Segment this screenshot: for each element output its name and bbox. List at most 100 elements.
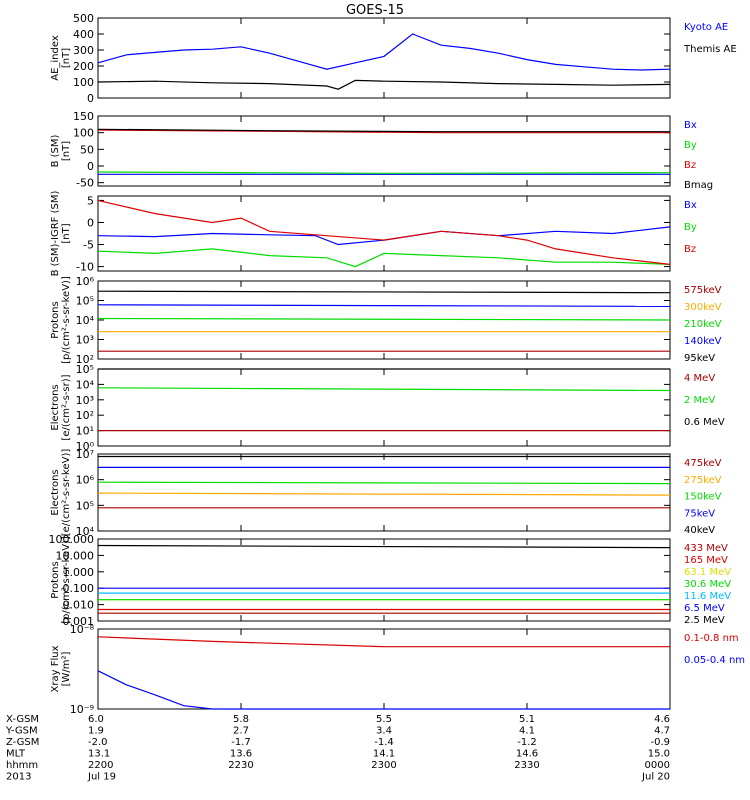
y-tick-label: 0.100: [63, 582, 95, 595]
orbit-cell: -1.7: [231, 737, 251, 748]
series-line-0-05-0-4-nm: [97, 670, 670, 710]
orbit-cell: 4.1: [519, 726, 535, 737]
y-tick-label: 10³: [76, 394, 94, 407]
y-tick-label: 100: [73, 127, 94, 140]
y-axis-label: Electrons[e/(cm²-s-sr-keV)]: [50, 449, 72, 537]
legend-entry: 2 MeV: [684, 395, 715, 406]
orbit-row-label: 2013: [6, 772, 31, 783]
panel-bigrf: -10 -5 0 5 B (SM)-IGRF (SM)[nT] Bx By Bz: [50, 191, 697, 277]
orbit-cell: 0000: [645, 760, 670, 771]
y-tick-label: 500: [73, 12, 94, 25]
y-axis-label: Protons[p/(cm²-s-sr-keV)]: [50, 276, 72, 364]
legend-entry: 63.1 MeV: [684, 567, 731, 578]
legend-entry: 40keV: [684, 525, 715, 536]
y-tick-label: 10⁴: [76, 314, 95, 327]
series-line-2-5-mev: [97, 544, 671, 549]
panel-frame: [97, 453, 671, 532]
orbit-cell: 14.6: [516, 749, 538, 760]
y-tick-label: 10¹: [76, 425, 94, 438]
series-line-bz: [97, 129, 670, 134]
series-line-275kev: [97, 492, 671, 496]
orbit-cell: 1.9: [88, 726, 104, 737]
legend-entry: 6.5 MeV: [684, 603, 725, 614]
orbit-cell: 2330: [514, 760, 539, 771]
orbit-cell: Jul 19: [87, 772, 116, 783]
legend-entry: Kyoto AE: [684, 22, 728, 33]
y-tick-label: 10⁻⁸: [70, 623, 95, 636]
legend-entry: 0.6 MeV: [684, 417, 725, 428]
legend-entry: 475keV: [684, 458, 722, 469]
legend-entry: Bz: [684, 160, 696, 171]
orbit-cell: 2230: [228, 760, 253, 771]
y-axis-label: B (SM)[nT]: [50, 134, 72, 167]
orbit-cell: 5.1: [519, 714, 535, 725]
legend-entry: 11.6 MeV: [684, 591, 731, 602]
legend-entry: Bx: [684, 120, 697, 131]
y-tick-label: 10⁷: [76, 448, 94, 461]
panel-electrons1: 10⁰ 10¹ 10² 10³ 10⁴ 10⁵ Electrons[e/(cm²-s-sr)…: [50, 363, 725, 453]
orbit-cell: 6.0: [88, 714, 104, 725]
orbit-cell: 5.8: [233, 714, 249, 725]
y-tick-label: 10⁴: [76, 525, 95, 538]
series-line-140kev: [97, 304, 671, 307]
y-axis-label: Electrons[e/(cm²-s-sr)]: [50, 374, 72, 440]
panel-frame: [97, 17, 671, 99]
orbit-row-label: hhmm: [6, 760, 38, 771]
panel-frame: [97, 195, 671, 272]
series-line-0-1-0-8-nm: [97, 636, 670, 648]
legend-entry: By: [684, 222, 697, 233]
y-tick-label: 10.000: [56, 549, 95, 562]
panel-frame: [97, 115, 671, 187]
panel-frame: [97, 628, 671, 710]
y-axis-label: Xray Flux[W/m²]: [50, 645, 72, 692]
orbit-cell: 15.0: [648, 749, 670, 760]
figure-title: GOES-15: [346, 3, 404, 18]
legend-entry: 95keV: [684, 353, 715, 364]
y-axis-label: AE_index[nT]: [50, 35, 72, 81]
y-tick-label: -10: [76, 261, 94, 274]
orbit-cell: -0.9: [650, 737, 670, 748]
orbit-cell: -1.2: [517, 737, 537, 748]
orbit-row-label: MLT: [6, 749, 26, 760]
y-tick-label: 0: [87, 160, 94, 173]
legend-entry: 300keV: [684, 302, 722, 313]
series-line-by: [97, 171, 671, 174]
panel-frame: [97, 368, 671, 447]
legend-entry: Bz: [684, 244, 696, 255]
orbit-cell: 4.6: [654, 714, 670, 725]
orbit-row-label: X-GSM: [6, 714, 39, 725]
legend-entry: 275keV: [684, 475, 722, 486]
y-tick-label: 10²: [76, 353, 94, 366]
y-tick-label: 0: [87, 92, 94, 105]
legend-entry: 150keV: [684, 492, 722, 503]
y-tick-label: 100: [73, 76, 94, 89]
orbit-cell: 2200: [88, 760, 113, 771]
y-tick-label: 10⁶: [76, 474, 95, 487]
y-tick-label: 10⁻⁹: [70, 703, 94, 716]
series-line-bx: [97, 226, 671, 246]
orbit-cell: 2300: [371, 760, 396, 771]
y-tick-label: 400: [73, 28, 94, 41]
panel-protons2: 0.001 0.010 0.100 1.000 10.000 100.000Protons…: [49, 533, 732, 628]
y-tick-label: -5: [83, 239, 94, 252]
legend-entry: Themis AE: [683, 44, 737, 55]
orbit-cell: 3.4: [376, 726, 392, 737]
y-tick-label: 100.000: [49, 533, 95, 546]
y-tick-label: 150: [73, 110, 94, 123]
y-axis-label: B (SM)-IGRF (SM)[nT]: [50, 191, 72, 277]
y-tick-label: 10⁵: [76, 499, 94, 512]
orbit-cell: Jul 20: [641, 772, 670, 783]
y-tick-label: 10³: [76, 334, 94, 347]
legend-entry: 30.6 MeV: [684, 579, 731, 590]
y-tick-label: 0.010: [63, 599, 95, 612]
orbit-cell: 14.1: [373, 749, 395, 760]
legend-entry: 140keV: [684, 336, 722, 347]
orbit-cell: 5.5: [376, 714, 392, 725]
y-tick-label: -50: [76, 177, 94, 190]
series-line-150kev: [97, 481, 671, 485]
y-tick-label: 200: [73, 60, 94, 73]
orbit-cell: 13.1: [88, 749, 110, 760]
